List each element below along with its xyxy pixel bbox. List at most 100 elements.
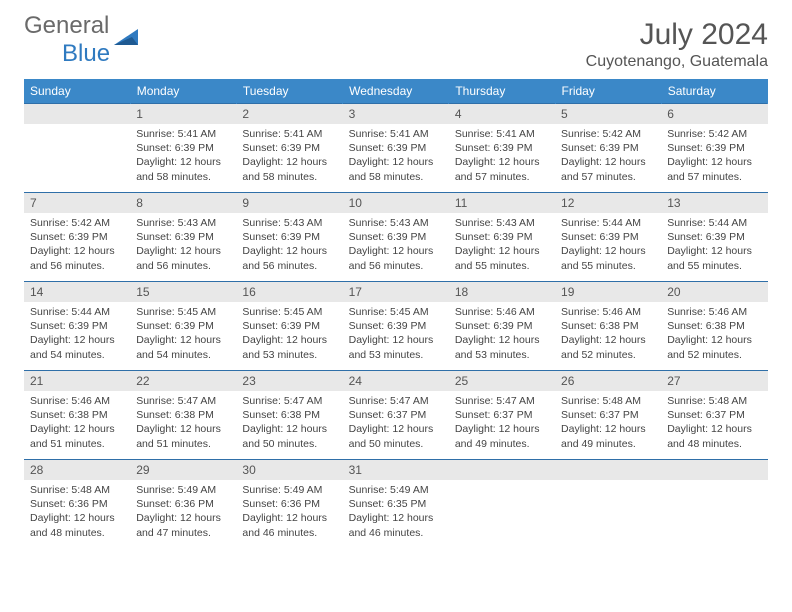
day-details: Sunrise: 5:47 AMSunset: 6:37 PMDaylight:…: [343, 391, 449, 455]
daylight-line: Daylight: 12 hours and 48 minutes.: [30, 511, 124, 539]
sunset-line: Sunset: 6:39 PM: [30, 230, 124, 244]
daylight-line: Daylight: 12 hours and 57 minutes.: [667, 155, 761, 183]
daylight-line: Daylight: 12 hours and 52 minutes.: [667, 333, 761, 361]
calendar-body: 1Sunrise: 5:41 AMSunset: 6:39 PMDaylight…: [24, 104, 768, 549]
daylight-line: Daylight: 12 hours and 51 minutes.: [30, 422, 124, 450]
day-number: 20: [661, 282, 767, 302]
day-details: Sunrise: 5:46 AMSunset: 6:39 PMDaylight:…: [449, 302, 555, 366]
daylight-line: Daylight: 12 hours and 54 minutes.: [136, 333, 230, 361]
sunset-line: Sunset: 6:39 PM: [349, 230, 443, 244]
calendar-cell: 4Sunrise: 5:41 AMSunset: 6:39 PMDaylight…: [449, 104, 555, 193]
sunset-line: Sunset: 6:38 PM: [561, 319, 655, 333]
calendar-cell: 18Sunrise: 5:46 AMSunset: 6:39 PMDayligh…: [449, 282, 555, 371]
calendar-row: 14Sunrise: 5:44 AMSunset: 6:39 PMDayligh…: [24, 282, 768, 371]
sunrise-line: Sunrise: 5:45 AM: [349, 305, 443, 319]
daylight-line: Daylight: 12 hours and 57 minutes.: [561, 155, 655, 183]
day-details: Sunrise: 5:47 AMSunset: 6:37 PMDaylight:…: [449, 391, 555, 455]
calendar-cell: 20Sunrise: 5:46 AMSunset: 6:38 PMDayligh…: [661, 282, 767, 371]
day-number: 13: [661, 193, 767, 213]
day-details: Sunrise: 5:42 AMSunset: 6:39 PMDaylight:…: [24, 213, 130, 277]
day-details: Sunrise: 5:43 AMSunset: 6:39 PMDaylight:…: [236, 213, 342, 277]
day-details: Sunrise: 5:45 AMSunset: 6:39 PMDaylight:…: [130, 302, 236, 366]
day-details: Sunrise: 5:41 AMSunset: 6:39 PMDaylight:…: [130, 124, 236, 188]
sunset-line: Sunset: 6:39 PM: [242, 319, 336, 333]
daylight-line: Daylight: 12 hours and 53 minutes.: [455, 333, 549, 361]
sunset-line: Sunset: 6:39 PM: [667, 141, 761, 155]
day-number: 12: [555, 193, 661, 213]
daylight-line: Daylight: 12 hours and 50 minutes.: [349, 422, 443, 450]
sunset-line: Sunset: 6:39 PM: [455, 319, 549, 333]
sunrise-line: Sunrise: 5:47 AM: [349, 394, 443, 408]
sunset-line: Sunset: 6:37 PM: [561, 408, 655, 422]
sunset-line: Sunset: 6:39 PM: [455, 141, 549, 155]
day-number: 4: [449, 104, 555, 124]
daylight-line: Daylight: 12 hours and 57 minutes.: [455, 155, 549, 183]
day-number: 5: [555, 104, 661, 124]
day-details: Sunrise: 5:48 AMSunset: 6:37 PMDaylight:…: [555, 391, 661, 455]
sunset-line: Sunset: 6:39 PM: [455, 230, 549, 244]
sunrise-line: Sunrise: 5:47 AM: [242, 394, 336, 408]
day-details: Sunrise: 5:46 AMSunset: 6:38 PMDaylight:…: [555, 302, 661, 366]
sunrise-line: Sunrise: 5:46 AM: [667, 305, 761, 319]
calendar-cell: 9Sunrise: 5:43 AMSunset: 6:39 PMDaylight…: [236, 193, 342, 282]
day-number: 23: [236, 371, 342, 391]
day-details: Sunrise: 5:42 AMSunset: 6:39 PMDaylight:…: [555, 124, 661, 188]
logo: General Blue: [24, 18, 142, 62]
calendar-cell: 5Sunrise: 5:42 AMSunset: 6:39 PMDaylight…: [555, 104, 661, 193]
location-subtitle: Cuyotenango, Guatemala: [586, 53, 768, 71]
calendar-row: 7Sunrise: 5:42 AMSunset: 6:39 PMDaylight…: [24, 193, 768, 282]
daylight-line: Daylight: 12 hours and 55 minutes.: [667, 244, 761, 272]
day-details: Sunrise: 5:41 AMSunset: 6:39 PMDaylight:…: [343, 124, 449, 188]
day-number: 29: [130, 460, 236, 480]
sunrise-line: Sunrise: 5:43 AM: [455, 216, 549, 230]
logo-triangle-icon: [114, 27, 142, 47]
sunset-line: Sunset: 6:37 PM: [667, 408, 761, 422]
sunset-line: Sunset: 6:36 PM: [136, 497, 230, 511]
day-number: 7: [24, 193, 130, 213]
sunrise-line: Sunrise: 5:41 AM: [349, 127, 443, 141]
day-number: 21: [24, 371, 130, 391]
day-details: Sunrise: 5:43 AMSunset: 6:39 PMDaylight:…: [449, 213, 555, 277]
calendar-cell: 10Sunrise: 5:43 AMSunset: 6:39 PMDayligh…: [343, 193, 449, 282]
calendar-cell: [555, 460, 661, 549]
daylight-line: Daylight: 12 hours and 50 minutes.: [242, 422, 336, 450]
sunset-line: Sunset: 6:39 PM: [242, 230, 336, 244]
sunrise-line: Sunrise: 5:43 AM: [349, 216, 443, 230]
sunset-line: Sunset: 6:39 PM: [561, 141, 655, 155]
calendar-cell: 31Sunrise: 5:49 AMSunset: 6:35 PMDayligh…: [343, 460, 449, 549]
day-number: 8: [130, 193, 236, 213]
sunset-line: Sunset: 6:39 PM: [136, 141, 230, 155]
day-number: 2: [236, 104, 342, 124]
calendar-cell: 27Sunrise: 5:48 AMSunset: 6:37 PMDayligh…: [661, 371, 767, 460]
sunrise-line: Sunrise: 5:41 AM: [242, 127, 336, 141]
page-header: General Blue July 2024 Cuyotenango, Guat…: [24, 18, 768, 71]
sunrise-line: Sunrise: 5:48 AM: [667, 394, 761, 408]
weekday-wednesday: Wednesday: [343, 79, 449, 104]
day-number: 16: [236, 282, 342, 302]
sunset-line: Sunset: 6:37 PM: [349, 408, 443, 422]
daylight-line: Daylight: 12 hours and 48 minutes.: [667, 422, 761, 450]
calendar-cell: 15Sunrise: 5:45 AMSunset: 6:39 PMDayligh…: [130, 282, 236, 371]
day-number-empty: [24, 104, 130, 124]
day-details: Sunrise: 5:45 AMSunset: 6:39 PMDaylight:…: [343, 302, 449, 366]
day-number: 24: [343, 371, 449, 391]
calendar-cell: 14Sunrise: 5:44 AMSunset: 6:39 PMDayligh…: [24, 282, 130, 371]
daylight-line: Daylight: 12 hours and 54 minutes.: [30, 333, 124, 361]
daylight-line: Daylight: 12 hours and 58 minutes.: [136, 155, 230, 183]
day-number: 31: [343, 460, 449, 480]
calendar-cell: 23Sunrise: 5:47 AMSunset: 6:38 PMDayligh…: [236, 371, 342, 460]
calendar-page: General Blue July 2024 Cuyotenango, Guat…: [0, 0, 792, 558]
sunrise-line: Sunrise: 5:49 AM: [136, 483, 230, 497]
day-number: 25: [449, 371, 555, 391]
sunrise-line: Sunrise: 5:43 AM: [242, 216, 336, 230]
day-number: 22: [130, 371, 236, 391]
daylight-line: Daylight: 12 hours and 49 minutes.: [561, 422, 655, 450]
calendar-row: 1Sunrise: 5:41 AMSunset: 6:39 PMDaylight…: [24, 104, 768, 193]
calendar-cell: 29Sunrise: 5:49 AMSunset: 6:36 PMDayligh…: [130, 460, 236, 549]
day-number: 30: [236, 460, 342, 480]
day-details: Sunrise: 5:42 AMSunset: 6:39 PMDaylight:…: [661, 124, 767, 188]
day-details: Sunrise: 5:49 AMSunset: 6:36 PMDaylight:…: [236, 480, 342, 544]
sunrise-line: Sunrise: 5:47 AM: [455, 394, 549, 408]
weekday-saturday: Saturday: [661, 79, 767, 104]
weekday-monday: Monday: [130, 79, 236, 104]
